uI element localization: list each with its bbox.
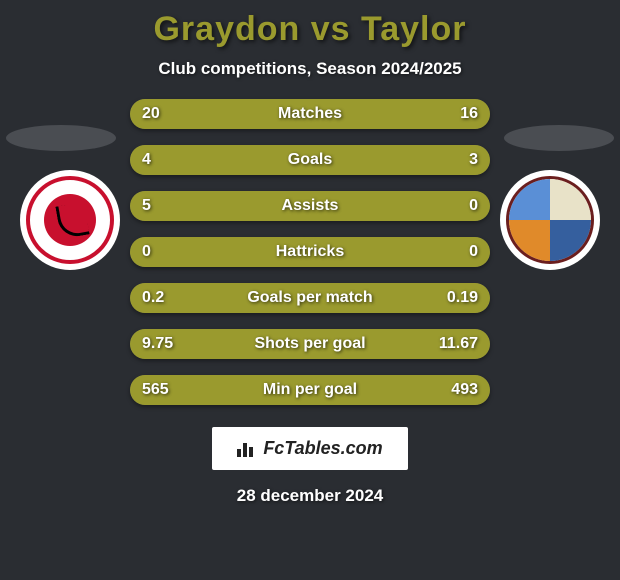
stat-label: Shots per goal bbox=[130, 329, 490, 359]
stat-label: Goals per match bbox=[130, 283, 490, 313]
stat-row: 2016Matches bbox=[130, 99, 490, 129]
team-crest-left bbox=[20, 170, 120, 270]
stats-bars: 2016Matches 43Goals 50Assists 00Hattricks 0.… bbox=[130, 99, 490, 405]
watermark-badge: FcTables.com bbox=[212, 427, 407, 470]
shadow-ellipse-left bbox=[6, 125, 116, 151]
watermark-text: FcTables.com bbox=[263, 438, 382, 459]
stat-row: 43Goals bbox=[130, 145, 490, 175]
stat-row: 00Hattricks bbox=[130, 237, 490, 267]
crest-right-badge bbox=[506, 176, 594, 264]
stat-label: Min per goal bbox=[130, 375, 490, 405]
crest-left-badge bbox=[26, 176, 114, 264]
crest-quadrant-icon bbox=[550, 179, 591, 220]
stat-row: 565493Min per goal bbox=[130, 375, 490, 405]
stat-label: Assists bbox=[130, 191, 490, 221]
stat-label: Matches bbox=[130, 99, 490, 129]
crest-left-core-icon bbox=[44, 194, 96, 246]
crest-quadrant-icon bbox=[509, 179, 550, 220]
stat-label: Goals bbox=[130, 145, 490, 175]
date-text: 28 december 2024 bbox=[0, 486, 620, 506]
stat-row: 0.20.19Goals per match bbox=[130, 283, 490, 313]
bar-chart-icon bbox=[237, 441, 257, 457]
shadow-ellipse-right bbox=[504, 125, 614, 151]
stat-label: Hattricks bbox=[130, 237, 490, 267]
comparison-card: Graydon vs Taylor Club competitions, Sea… bbox=[0, 0, 620, 580]
crest-quadrant-icon bbox=[550, 220, 591, 261]
team-crest-right bbox=[500, 170, 600, 270]
stat-row: 50Assists bbox=[130, 191, 490, 221]
stat-row: 9.7511.67Shots per goal bbox=[130, 329, 490, 359]
page-title: Graydon vs Taylor bbox=[0, 10, 620, 49]
page-subtitle: Club competitions, Season 2024/2025 bbox=[0, 59, 620, 79]
crest-quadrant-icon bbox=[509, 220, 550, 261]
